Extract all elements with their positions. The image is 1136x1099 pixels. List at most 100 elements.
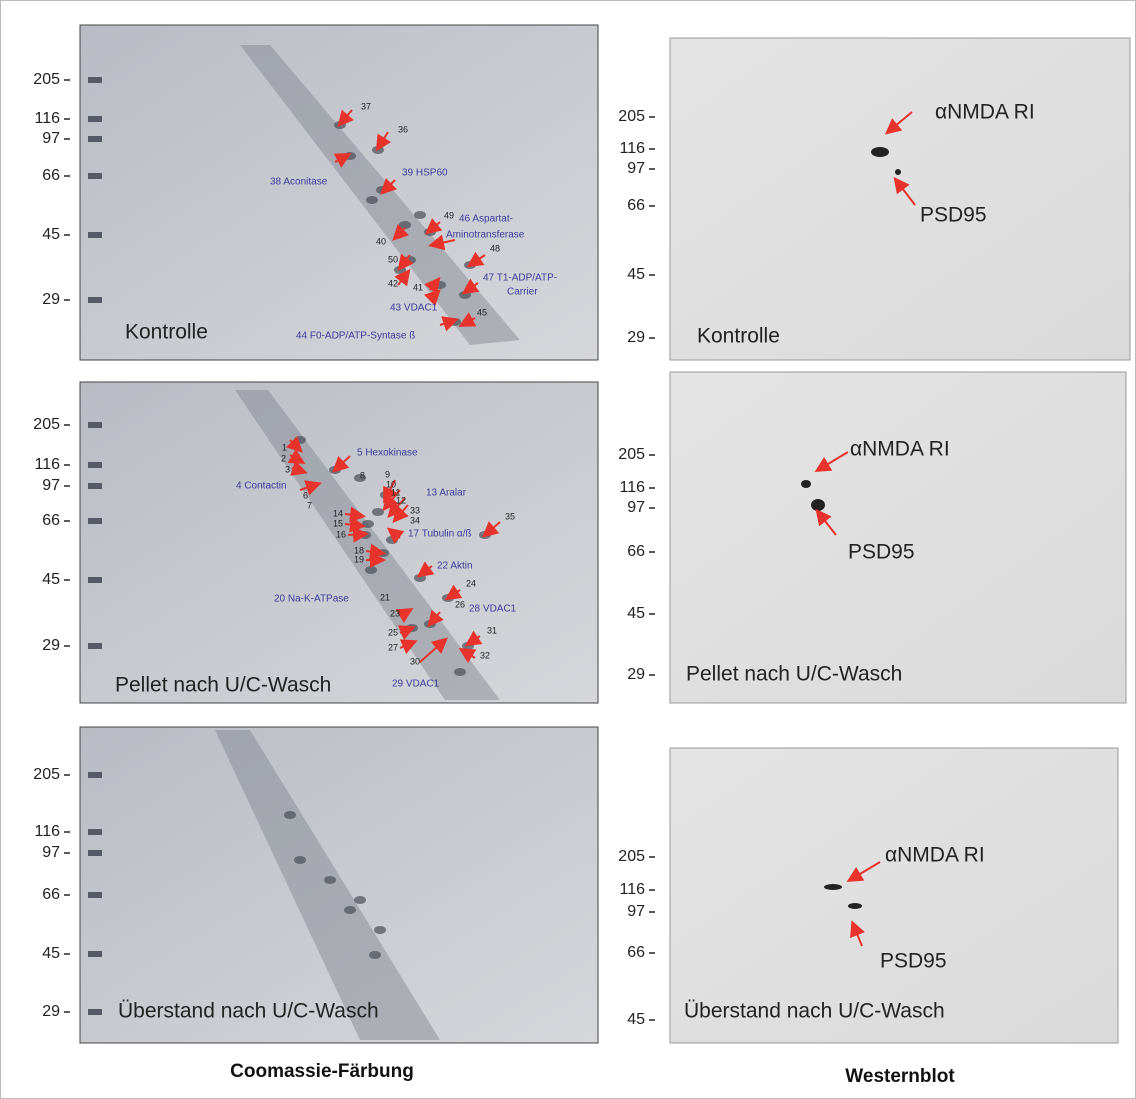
annotation: αNMDA RI (850, 438, 950, 461)
protein-spot (414, 211, 426, 219)
annotation: 48 (490, 243, 500, 253)
panel-label: Kontrolle (125, 321, 208, 344)
mw-label: 45 (42, 571, 60, 588)
protein-spot (344, 906, 356, 914)
annotation: 46 Aspartat- (459, 214, 513, 225)
protein-spot (459, 291, 471, 299)
annotation: 19 (354, 554, 364, 564)
mw-label: 45 (627, 266, 645, 283)
mw-label: 45 (627, 605, 645, 622)
arrow (386, 527, 405, 544)
protein-spot (372, 508, 384, 516)
panel-image (669, 37, 1131, 361)
protein-spot (294, 856, 306, 864)
annotation: 30 (410, 656, 420, 666)
annotation: 31 (487, 625, 497, 635)
mw-label: 29 (42, 291, 60, 308)
blot-spot (801, 480, 811, 488)
ladder-band (88, 77, 102, 83)
arrow (285, 435, 303, 453)
annotation: αNMDA RI (935, 101, 1035, 124)
ladder-band (88, 577, 102, 583)
mw-label: 45 (42, 945, 60, 962)
arrow (458, 647, 477, 664)
annotation: 38 Aconitase (270, 177, 328, 188)
arrow (395, 607, 414, 624)
annotation: Carrier (507, 287, 538, 298)
annotation: 47 T1-ADP/ATP- (483, 273, 557, 284)
annotation: 15 (333, 518, 343, 528)
ladder-band (88, 173, 102, 179)
protein-spot (366, 196, 378, 204)
mw-label: 66 (42, 886, 60, 903)
annotation: αNMDA RI (885, 844, 985, 867)
blot-spot (895, 169, 901, 175)
annotation: 49 (444, 210, 454, 220)
annotation: Aminotransferase (446, 230, 525, 241)
annotation: 24 (466, 578, 476, 588)
protein-spot (414, 574, 426, 582)
ladder-band (88, 772, 102, 778)
arrow (399, 639, 418, 655)
protein-smear (240, 45, 520, 345)
arrow (375, 131, 392, 152)
arrow (344, 506, 366, 523)
panel-label: Überstand nach U/C-Wasch (684, 1000, 945, 1023)
protein-spot (284, 811, 296, 819)
blot-spot (848, 903, 862, 909)
annotation: 35 (505, 511, 515, 521)
annotation: 25 (388, 627, 398, 637)
ladder-band (88, 462, 102, 468)
arrow (458, 312, 477, 327)
mw-label: 205 (618, 848, 645, 865)
ladder-band (88, 850, 102, 856)
annotation: 36 (398, 124, 408, 134)
annotation: 43 VDAC1 (390, 303, 438, 314)
annotation: 14 (333, 508, 343, 518)
mw-label: 29 (627, 329, 645, 346)
annotation: 22 Aktin (437, 561, 473, 572)
annotation: 26 (455, 599, 465, 609)
arrow (299, 480, 322, 496)
arrow (397, 253, 414, 272)
arrow (380, 177, 398, 195)
ladder-band (88, 116, 102, 122)
mw-label: 205 (33, 71, 60, 88)
mw-label: 97 (42, 844, 60, 861)
arrow (428, 234, 456, 251)
arrow (347, 526, 369, 543)
ladder-band (88, 136, 102, 142)
protein-spot (324, 876, 336, 884)
protein-spot (362, 520, 374, 528)
arrow (392, 223, 410, 241)
mw-label: 29 (42, 637, 60, 654)
arrow (884, 111, 913, 135)
annotation: 10 (386, 479, 396, 489)
arrow (392, 504, 409, 524)
arrow (290, 460, 308, 476)
ladder-band (88, 1009, 102, 1015)
mw-label: 97 (627, 903, 645, 920)
protein-spot (374, 926, 386, 934)
blot-spot (871, 147, 889, 157)
arrow (481, 521, 501, 538)
ladder-band (88, 518, 102, 524)
arrow (444, 584, 463, 601)
annotation: 40 (376, 236, 386, 246)
mw-label: 116 (619, 140, 645, 157)
annotation: PSD95 (880, 950, 947, 973)
annotation: 5 Hexokinase (357, 448, 418, 459)
arrow (344, 516, 366, 533)
annotation: PSD95 (848, 541, 915, 564)
annotation: 11 (391, 487, 400, 497)
arrow (815, 508, 837, 536)
arrow (850, 920, 865, 947)
annotation: 34 (410, 515, 420, 525)
protein-spot (399, 221, 411, 229)
mw-label: 205 (33, 766, 60, 783)
mw-label: 116 (34, 110, 60, 127)
column-title: Westernblot (845, 1066, 955, 1087)
arrow (394, 268, 411, 287)
panel-label: Pellet nach U/C-Wasch (686, 663, 902, 686)
mw-label: 97 (42, 130, 60, 147)
